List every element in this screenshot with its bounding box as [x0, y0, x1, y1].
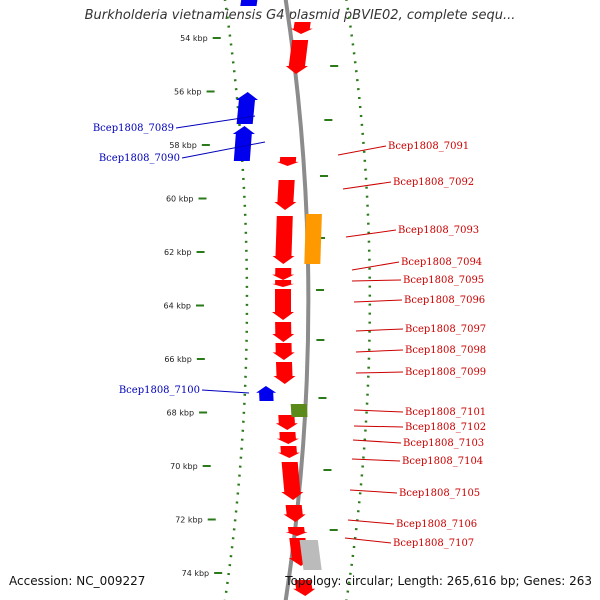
forward-gene-label[interactable]: Bcep1808_7102 — [405, 422, 486, 433]
forward-gene-label[interactable]: Bcep1808_7096 — [404, 295, 485, 306]
orange-feature — [304, 214, 322, 264]
gray-feature — [299, 540, 322, 570]
forward-gene-arrow — [290, 22, 313, 34]
forward-gene-leader — [352, 439, 402, 444]
forward-gene-leader — [355, 349, 404, 353]
green-feature — [290, 404, 308, 417]
forward-gene-label[interactable]: Bcep1808_7107 — [393, 538, 474, 549]
forward-gene-leader — [342, 181, 392, 190]
tick-label: 60 kbp — [166, 195, 194, 204]
forward-gene-arrow — [283, 505, 306, 522]
forward-gene-leader — [347, 519, 395, 525]
forward-gene-leader — [344, 537, 392, 544]
forward-gene-label[interactable]: Bcep1808_7103 — [403, 438, 484, 449]
forward-gene-label[interactable]: Bcep1808_7106 — [396, 519, 477, 530]
forward-gene-arrow — [272, 268, 295, 280]
reverse-gene-arrow — [256, 386, 277, 401]
forward-gene-arrow — [275, 415, 298, 430]
reverse-gene-arrow — [235, 92, 258, 124]
reverse-gene-arrow — [232, 126, 255, 161]
kbp-ticks: 54 kbp 56 kbp 58 kbp 60 kbp 62 kbp 64 kbp 66 k… — [163, 34, 339, 578]
tick-label: 54 kbp — [180, 34, 208, 43]
forward-gene-leader — [345, 229, 397, 238]
forward-gene-arrow — [272, 280, 295, 287]
reverse-gene-arrow — [238, 0, 261, 6]
forward-gene-leader — [355, 371, 404, 374]
forward-gene-arrow — [272, 343, 295, 360]
forward-gene-arrow — [274, 180, 297, 210]
reverse-gene-leader — [201, 389, 250, 394]
forward-gene-label[interactable]: Bcep1808_7092 — [393, 177, 474, 188]
forward-gene-arrow — [273, 362, 296, 384]
gene-features — [232, 0, 322, 596]
map-title: Burkholderia vietnamiensis G4 plasmid pB… — [84, 8, 516, 23]
forward-gene-label[interactable]: Bcep1808_7098 — [405, 345, 486, 356]
forward-gene-label[interactable]: Bcep1808_7094 — [401, 257, 482, 268]
forward-gene-leader — [351, 261, 400, 271]
forward-gene-leader — [353, 299, 403, 303]
topology-summary: Topology: circular; Length: 265,616 bp; … — [285, 574, 592, 588]
forward-gene-arrow — [272, 216, 295, 264]
forward-gene-label[interactable]: Bcep1808_7101 — [405, 407, 486, 418]
forward-gene-arrow — [272, 289, 294, 320]
forward-gene-leader — [337, 145, 387, 156]
gene-labels: Bcep1808_7091 Bcep1808_7092 Bcep1808_7093 B… — [93, 115, 486, 549]
tick-label: 56 kbp — [174, 88, 202, 97]
reverse-gene-label[interactable]: Bcep1808_7090 — [99, 153, 180, 164]
forward-gene-leader — [353, 409, 404, 413]
forward-gene-arrow — [285, 40, 309, 74]
forward-gene-leader — [351, 279, 402, 282]
reverse-gene-leader — [175, 115, 256, 129]
tick-label: 66 kbp — [164, 355, 192, 364]
forward-gene-arrow — [285, 527, 308, 536]
forward-gene-label[interactable]: Bcep1808_7099 — [405, 367, 486, 378]
tick-label: 68 kbp — [167, 409, 195, 418]
forward-gene-arrow — [272, 322, 295, 342]
reverse-gene-label[interactable]: Bcep1808_7089 — [93, 123, 174, 134]
forward-gene-arrow — [277, 446, 300, 458]
forward-gene-label[interactable]: Bcep1808_7097 — [405, 324, 486, 335]
tick-label: 72 kbp — [175, 516, 203, 525]
forward-gene-arrow — [293, 580, 316, 596]
forward-gene-label[interactable]: Bcep1808_7095 — [403, 275, 484, 286]
forward-gene-leader — [355, 328, 404, 332]
outer-dotted-line — [345, 0, 371, 600]
accession-text: Accession: NC_009227 — [9, 574, 146, 588]
reverse-gene-label[interactable]: Bcep1808_7100 — [119, 385, 200, 396]
forward-gene-leader — [349, 489, 398, 494]
forward-gene-label[interactable]: Bcep1808_7093 — [398, 225, 479, 236]
forward-gene-arrow — [276, 157, 299, 166]
forward-gene-arrow — [276, 432, 299, 444]
forward-gene-arrow — [281, 462, 304, 500]
tick-label: 58 kbp — [169, 141, 197, 150]
tick-label: 74 kbp — [182, 569, 210, 578]
forward-gene-label[interactable]: Bcep1808_7105 — [399, 488, 480, 499]
reverse-gene-leader — [181, 141, 266, 159]
tick-label: 64 kbp — [163, 302, 191, 311]
forward-gene-label[interactable]: Bcep1808_7091 — [388, 141, 469, 152]
forward-gene-label[interactable]: Bcep1808_7104 — [402, 456, 483, 467]
inner-dotted-line — [223, 0, 249, 600]
tick-label: 62 kbp — [164, 248, 192, 257]
tick-label: 70 kbp — [170, 462, 198, 471]
forward-gene-leader — [353, 425, 404, 428]
forward-gene-leader — [351, 458, 401, 462]
